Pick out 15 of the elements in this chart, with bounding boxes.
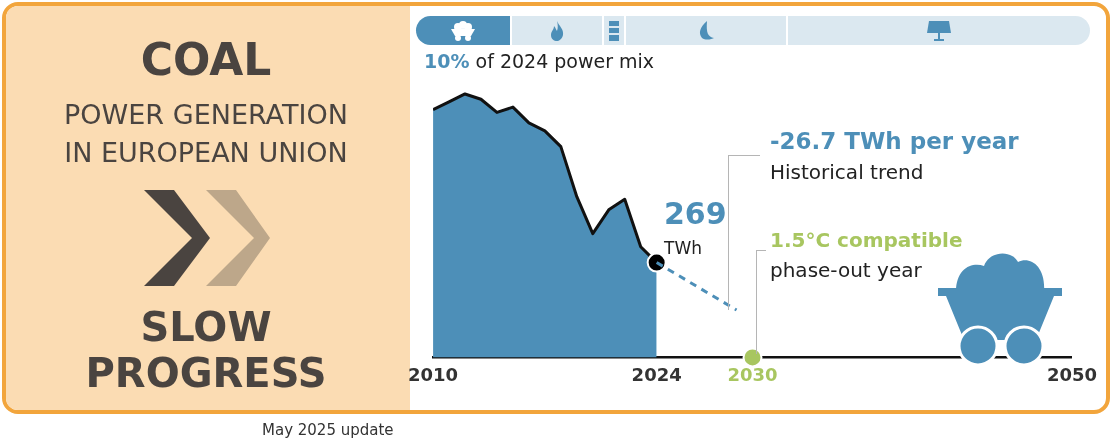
x-tick-label: 2050 (1046, 363, 1098, 385)
chart-title: COAL (139, 34, 273, 85)
annotation: -26.7 TWh per year (770, 128, 1019, 154)
annotation: TWh (664, 238, 702, 258)
x-tick-label: 2010 (407, 363, 459, 385)
annotation: 269 (664, 196, 727, 231)
annotation: Historical trend (770, 160, 924, 184)
annotation: 1.5°C compatible (770, 228, 963, 252)
text: SLOW PROGRESS (84, 304, 328, 396)
text: May 2025 update (262, 421, 394, 439)
x-tick-label: 2024 (631, 363, 682, 385)
x-tick-label: 2030 (727, 363, 778, 385)
text: 10% of 2024 power mix (424, 50, 655, 72)
annotation: phase-out year (770, 258, 922, 282)
text: POWER GENERATION IN EUROPEAN UNION (63, 98, 349, 170)
